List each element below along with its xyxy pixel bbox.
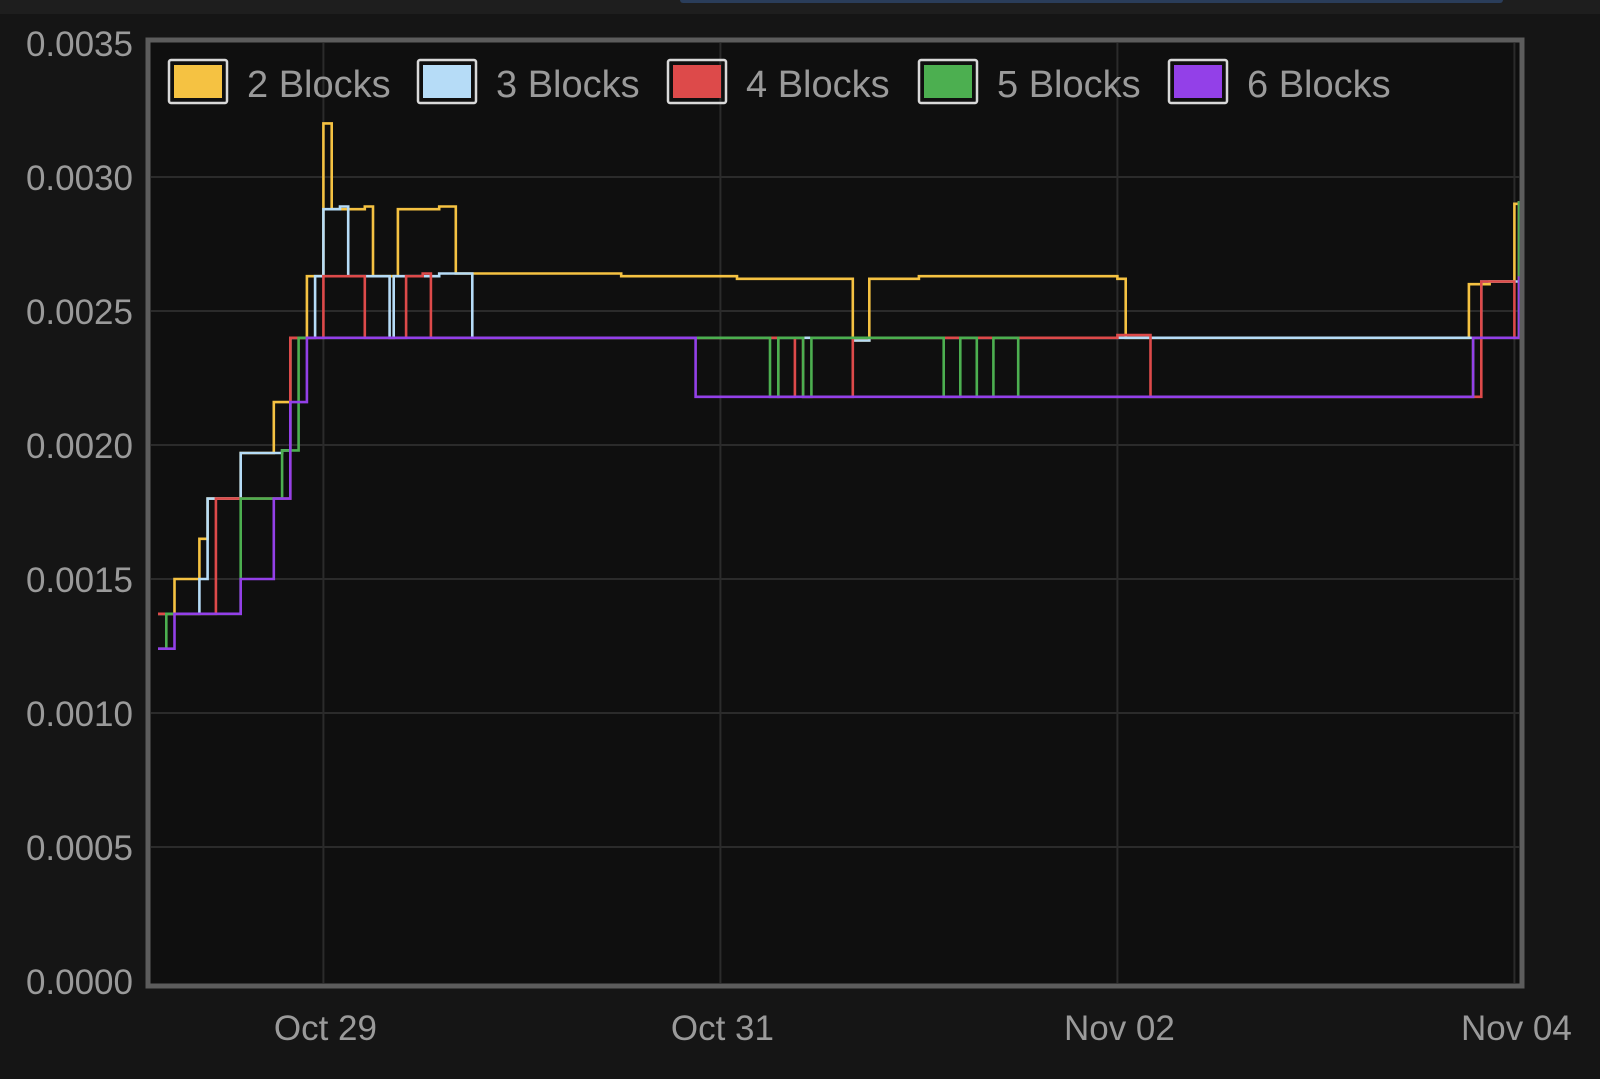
legend-label: 3 Blocks [496, 64, 640, 106]
legend[interactable]: 2 Blocks 3 Blocks 4 Blocks 5 Blocks 6 Blocks [167, 58, 1391, 106]
x-tick-label: Nov 04 [1461, 1009, 1572, 1048]
y-tick-label: 0.0030 [26, 159, 133, 198]
y-tick-label: 0.0025 [26, 293, 133, 332]
x-tick-label: Oct 29 [274, 1009, 377, 1048]
legend-swatch [423, 65, 471, 98]
legend-label: 4 Blocks [746, 64, 890, 106]
x-tick-label: Oct 31 [671, 1009, 774, 1048]
y-tick-label: 0.0015 [26, 561, 133, 600]
x-tick-label: Nov 02 [1064, 1009, 1175, 1048]
plot-background [148, 40, 1522, 986]
legend-swatch [1174, 65, 1222, 98]
legend-item[interactable]: 3 Blocks [416, 58, 640, 106]
legend-swatch-frame [167, 58, 229, 105]
legend-swatch-frame [1167, 58, 1229, 105]
legend-item[interactable]: 5 Blocks [917, 58, 1141, 106]
legend-swatch [673, 65, 721, 98]
y-tick-label: 0.0035 [26, 25, 133, 64]
top-bar [0, 0, 1600, 14]
legend-swatch [924, 65, 972, 98]
legend-label: 2 Blocks [247, 64, 391, 106]
y-tick-label: 0.0000 [26, 963, 133, 1002]
legend-item[interactable]: 2 Blocks [167, 58, 391, 106]
y-tick-label: 0.0005 [26, 829, 133, 868]
y-tick-label: 0.0010 [26, 695, 133, 734]
legend-swatch-frame [917, 58, 979, 105]
legend-swatch-frame [416, 58, 478, 105]
plot-frame [145, 37, 1525, 989]
grid [151, 43, 1519, 983]
legend-label: 5 Blocks [997, 64, 1141, 106]
legend-item[interactable]: 4 Blocks [666, 58, 890, 106]
legend-item[interactable]: 6 Blocks [1167, 58, 1391, 106]
series-lines [158, 122, 1521, 650]
series-line [158, 276, 1521, 650]
legend-label: 6 Blocks [1247, 64, 1391, 106]
y-tick-label: 0.0020 [26, 427, 133, 466]
top-tab-strip [680, 0, 1503, 3]
legend-swatch [174, 65, 222, 98]
legend-swatch-frame [666, 58, 728, 105]
y-axis-ticks: 0.0000 0.0005 0.0010 0.0015 0.0020 0.0025 0.00… [26, 25, 133, 1002]
